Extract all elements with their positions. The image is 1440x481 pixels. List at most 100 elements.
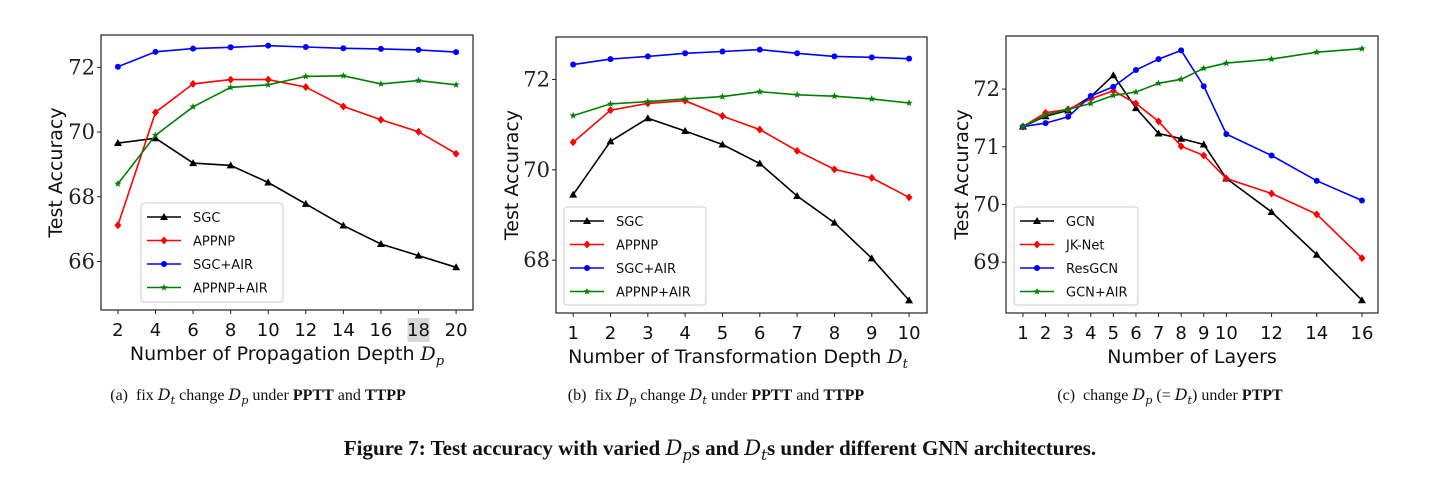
data-point xyxy=(793,91,801,98)
data-point xyxy=(1178,47,1185,54)
subcaption-b: (b) fix Dp change Dt under PPTT and TTPP xyxy=(568,385,864,407)
legend-box xyxy=(140,202,284,303)
data-point xyxy=(681,126,690,134)
math-subscript: t xyxy=(702,394,707,408)
data-point xyxy=(1019,122,1027,130)
data-point xyxy=(414,76,423,84)
x-axis-label-text: Number of Layers xyxy=(1107,346,1277,368)
math-symbol: Dt xyxy=(158,385,176,408)
legend-label: APPNP+AIR xyxy=(616,286,691,301)
data-point xyxy=(1313,177,1320,184)
data-point xyxy=(1132,99,1140,108)
math-subscript: p xyxy=(682,447,692,465)
series-line xyxy=(572,117,910,301)
x-tick-label: 7 xyxy=(791,323,802,344)
x-tick-label: 4 xyxy=(150,320,161,341)
y-tick-label: 72 xyxy=(68,55,95,79)
legend-label: SGC+AIR xyxy=(193,258,253,273)
caption-bold-text: TTPP xyxy=(823,387,865,404)
math-symbol: Dp xyxy=(1132,385,1153,408)
math-symbol: Dt xyxy=(689,385,707,408)
legend-marker xyxy=(1033,240,1041,249)
x-tick-label: 1 xyxy=(567,323,578,344)
x-tick-label: 2 xyxy=(112,320,123,341)
data-point xyxy=(1087,93,1094,100)
legend-label: GCN+AIR xyxy=(1066,286,1128,301)
math-symbol: Dp xyxy=(616,385,636,407)
legend-box xyxy=(563,206,707,306)
data-point xyxy=(569,190,578,198)
data-point xyxy=(113,139,122,147)
x-axis-label-math: D xyxy=(420,343,436,365)
data-point xyxy=(453,49,460,56)
series-sgc xyxy=(113,134,461,271)
legend-label: SGC+AIR xyxy=(616,262,676,277)
caption-bold-text: PPTT xyxy=(292,387,334,404)
y-axis-label: Test Accuracy xyxy=(45,107,67,238)
data-point xyxy=(377,115,385,124)
math-base: D xyxy=(228,385,242,404)
series-sgc xyxy=(569,114,914,304)
data-point xyxy=(643,114,652,122)
x-tick-label: 9 xyxy=(1198,323,1209,344)
data-point xyxy=(1200,64,1208,72)
x-tick-label: 7 xyxy=(1153,323,1164,344)
x-tick-label: 6 xyxy=(187,320,198,341)
data-point xyxy=(1200,83,1207,90)
series-line xyxy=(572,99,910,199)
data-point xyxy=(1131,104,1140,112)
math-symbol: Dp xyxy=(228,385,248,407)
data-point xyxy=(302,43,309,50)
x-tick-label: 3 xyxy=(642,323,653,344)
x-tick-label: 1 xyxy=(1017,323,1028,344)
x-tick-label: 6 xyxy=(1130,323,1141,344)
data-point xyxy=(1177,134,1186,142)
y-tick-label: 68 xyxy=(68,185,95,209)
data-point xyxy=(189,159,198,167)
x-axis-label: Number of Transformation Depth Dt xyxy=(568,346,908,372)
data-point xyxy=(377,80,385,87)
data-point xyxy=(1132,88,1140,96)
data-point xyxy=(190,45,197,52)
legend-marker xyxy=(160,213,168,220)
x-axis-label: Number of Layers xyxy=(1107,346,1277,368)
x-tick-label: 8 xyxy=(225,320,236,341)
caption-bold-text: TTPP xyxy=(364,387,406,404)
data-point xyxy=(1177,75,1185,83)
caption-text: under xyxy=(706,387,752,404)
data-point xyxy=(830,218,839,226)
data-point xyxy=(1313,48,1321,56)
y-axis-label: Test Accuracy xyxy=(951,109,973,240)
data-point xyxy=(905,193,913,202)
data-point xyxy=(570,61,577,68)
x-tick-label: 4 xyxy=(1085,323,1096,344)
data-point xyxy=(867,254,876,262)
math-base: D xyxy=(744,436,762,460)
data-point xyxy=(1358,254,1366,263)
legend-label: SGC xyxy=(616,215,643,230)
data-point xyxy=(1177,142,1185,151)
data-point xyxy=(1065,113,1072,120)
data-point xyxy=(1222,59,1230,67)
data-point xyxy=(868,54,875,61)
data-point xyxy=(340,45,347,52)
series-line xyxy=(117,78,457,226)
data-point xyxy=(1199,140,1208,148)
data-point xyxy=(189,103,197,110)
series-line xyxy=(1022,47,1363,128)
math-subscript: p xyxy=(1145,394,1153,408)
x-tick-label: 10 xyxy=(1215,323,1238,344)
caption-text: change xyxy=(175,387,229,404)
math-base: D xyxy=(689,385,703,404)
legend-marker xyxy=(161,261,167,267)
y-tick-label: 70 xyxy=(68,120,95,144)
data-point xyxy=(868,173,876,182)
series-sgc-air xyxy=(114,42,460,70)
data-point xyxy=(905,296,914,304)
math-subscript: t xyxy=(170,394,176,408)
data-point xyxy=(376,240,385,247)
data-point xyxy=(868,95,876,102)
data-point xyxy=(414,251,423,259)
legend-marker xyxy=(1033,287,1041,295)
